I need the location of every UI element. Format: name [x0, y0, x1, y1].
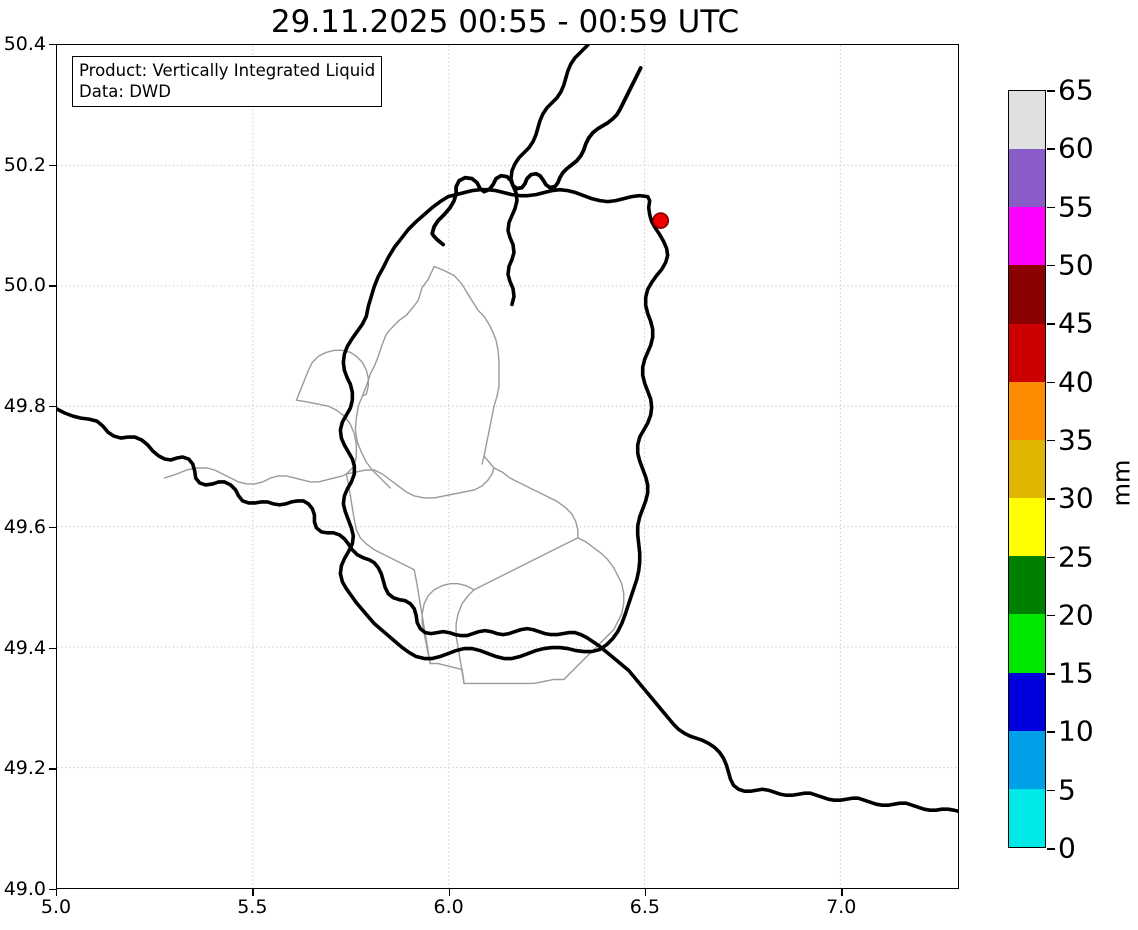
ytick-label: 49.0: [3, 878, 46, 900]
colorbar-tick-label: 45: [1058, 306, 1094, 340]
colorbar-tick-label: 55: [1058, 190, 1094, 224]
product-line: Product: Vertically Integrated Liquid: [79, 61, 376, 80]
xtick-label: 5.5: [237, 896, 268, 918]
colorbar-tick-label: 0: [1058, 831, 1076, 865]
colorbar-unit-label: mm: [1107, 459, 1136, 507]
colorbar-tick: [1047, 498, 1055, 500]
colorbar-band-60-65: [1009, 90, 1045, 150]
colorbar-tick-label: 40: [1058, 365, 1094, 398]
colorbar-band-5-10: [1009, 730, 1045, 789]
regional-borders: [57, 407, 958, 813]
map-plot-area[interactable]: [56, 44, 959, 889]
colorbar-tick-label: 25: [1058, 540, 1094, 573]
ytick-mark: [49, 406, 56, 408]
ytick-mark: [49, 285, 56, 287]
colorbar-tick: [1047, 673, 1055, 675]
colorbar-tick: [1047, 381, 1055, 384]
colorbar-tick: [1047, 323, 1055, 325]
colorbar-band-10-15: [1009, 672, 1045, 731]
product-info-box: Product: Vertically Integrated Liquid Da…: [72, 56, 383, 108]
page-title: 29.11.2025 00:55 - 00:59 UTC: [270, 4, 740, 40]
ytick-mark: [49, 768, 56, 770]
colorbar-tick-label: 50: [1058, 248, 1094, 282]
colorbar-tick: [1047, 264, 1055, 267]
colorbar-tick: [1047, 614, 1055, 617]
colorbar-band-25-30: [1009, 498, 1045, 557]
colorbar-tick: [1047, 556, 1055, 559]
ytick-mark: [49, 526, 56, 529]
colorbar[interactable]: [1008, 90, 1046, 848]
country-borders-detail: [506, 45, 590, 307]
ytick-label: 49.6: [3, 515, 46, 538]
ytick-mark: [49, 889, 56, 891]
colorbar-tick-label: 10: [1058, 714, 1094, 748]
colorbar-band-20-25: [1009, 556, 1045, 615]
ytick-label: 50.4: [3, 33, 46, 55]
grid-lines: [57, 45, 958, 888]
ytick-mark: [49, 164, 56, 167]
map-svg: [57, 45, 958, 888]
colorbar-tick: [1047, 148, 1055, 150]
ytick-label: 50.0: [3, 274, 46, 297]
colorbar-band-40-45: [1009, 323, 1045, 382]
xtick-label: 6.0: [433, 896, 464, 918]
colorbar-band-50-55: [1009, 207, 1045, 266]
xtick-label: 6.5: [629, 896, 660, 918]
ytick-label: 49.2: [3, 757, 46, 780]
colorbar-tick-label: 65: [1058, 73, 1094, 107]
ytick-mark: [49, 647, 56, 649]
colorbar-tick: [1047, 789, 1055, 792]
colorbar-tick: [1047, 731, 1055, 733]
colorbar-band-45-50: [1009, 265, 1045, 324]
colorbar-tick-label: 5: [1058, 773, 1076, 807]
ytick-label: 49.4: [3, 636, 46, 659]
ytick-label: 49.8: [3, 395, 46, 418]
xtick-mark: [644, 889, 647, 896]
luxembourg-border: [338, 187, 670, 661]
radar-site-marker[interactable]: [652, 212, 670, 229]
data-source-line: Data: DWD: [79, 82, 171, 102]
colorbar-tick-label: 60: [1058, 131, 1094, 165]
canton-borders: [164, 265, 625, 685]
colorbar-tick: [1047, 206, 1055, 209]
colorbar-tick: [1047, 848, 1055, 850]
colorbar-band-30-35: [1009, 439, 1045, 499]
xtick-mark: [841, 889, 843, 896]
colorbar-band-0-5: [1009, 788, 1045, 847]
colorbar-tick: [1047, 90, 1055, 92]
colorbar-tick-label: 20: [1058, 598, 1094, 632]
xtick-mark: [56, 889, 58, 896]
colorbar-band-35-40: [1009, 381, 1045, 440]
xtick-mark: [252, 889, 254, 896]
ytick-mark: [49, 44, 56, 46]
xtick-label: 7.0: [826, 896, 857, 918]
colorbar-band-15-20: [1009, 614, 1045, 673]
colorbar-tick-label: 15: [1058, 656, 1094, 690]
colorbar-band-55-60: [1009, 149, 1045, 208]
colorbar-tick-label: 30: [1058, 481, 1094, 515]
luxembourg-national-border: [430, 66, 643, 247]
ytick-label: 50.2: [3, 153, 46, 176]
colorbar-tick: [1047, 439, 1055, 442]
xtick-label: 5.0: [40, 896, 72, 918]
colorbar-tick-label: 35: [1058, 423, 1094, 457]
xtick-mark: [448, 889, 450, 896]
